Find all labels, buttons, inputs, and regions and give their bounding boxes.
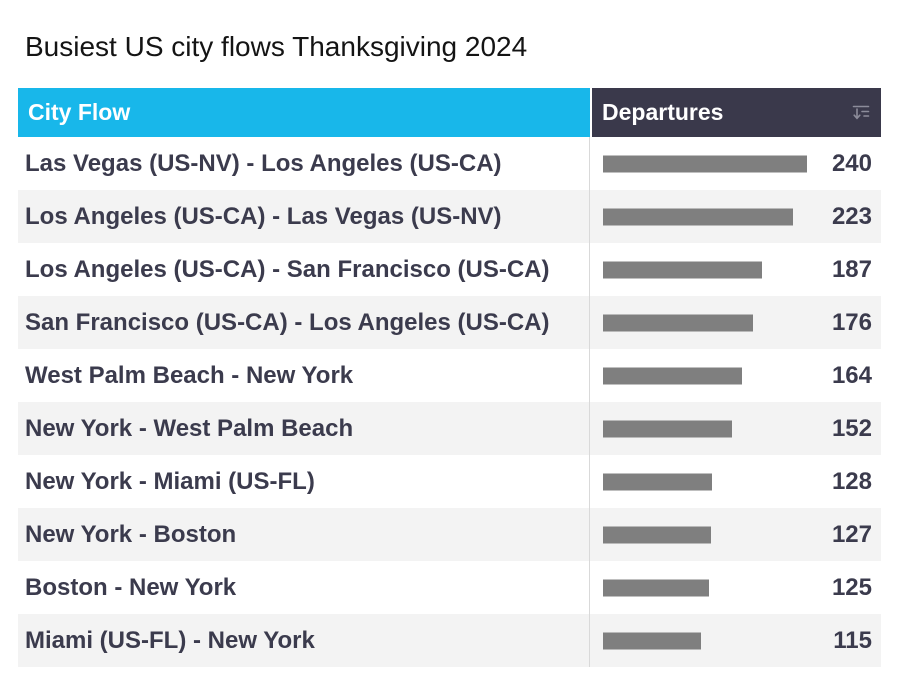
departures-cell: 115 (590, 614, 881, 667)
table-row[interactable]: Miami (US-FL) - New York 115 (18, 614, 881, 667)
city-flow-cell: New York - Miami (US-FL) (18, 455, 590, 508)
column-header-departures[interactable]: Departures (592, 88, 881, 137)
city-flow-cell: Los Angeles (US-CA) - Las Vegas (US-NV) (18, 190, 590, 243)
departures-cell: 125 (590, 561, 881, 614)
table-header-row: City Flow Departures (18, 88, 881, 137)
departures-bar (603, 579, 709, 596)
city-flow-cell: New York - West Palm Beach (18, 402, 590, 455)
city-flow-cell: New York - Boston (18, 508, 590, 561)
departures-value: 187 (831, 255, 872, 283)
sort-descending-icon[interactable] (850, 102, 872, 124)
column-header-city-flow[interactable]: City Flow (18, 88, 590, 137)
table-body: Las Vegas (US-NV) - Los Angeles (US-CA) 2… (18, 137, 881, 667)
city-flow-table: City Flow Departures Las Vegas (US-NV) -… (18, 88, 881, 667)
city-flow-cell: Boston - New York (18, 561, 590, 614)
departures-bar (603, 632, 701, 649)
table-row[interactable]: New York - Miami (US-FL) 128 (18, 455, 881, 508)
departures-cell: 187 (590, 243, 881, 296)
city-flow-cell: San Francisco (US-CA) - Los Angeles (US-… (18, 296, 590, 349)
table-row[interactable]: Las Vegas (US-NV) - Los Angeles (US-CA) 2… (18, 137, 881, 190)
departures-value: 152 (831, 414, 872, 442)
city-flow-cell: West Palm Beach - New York (18, 349, 590, 402)
table-row[interactable]: Boston - New York 125 (18, 561, 881, 614)
departures-value: 125 (831, 573, 872, 601)
city-flow-cell: Miami (US-FL) - New York (18, 614, 590, 667)
departures-cell: 240 (590, 137, 881, 190)
table-row[interactable]: West Palm Beach - New York 164 (18, 349, 881, 402)
table-row[interactable]: Los Angeles (US-CA) - Las Vegas (US-NV) 2… (18, 190, 881, 243)
city-flow-cell: Los Angeles (US-CA) - San Francisco (US-… (18, 243, 590, 296)
departures-bar (603, 208, 793, 225)
departures-bar (603, 314, 753, 331)
departures-cell: 164 (590, 349, 881, 402)
departures-cell: 152 (590, 402, 881, 455)
table-row[interactable]: New York - West Palm Beach 152 (18, 402, 881, 455)
column-header-departures-label: Departures (602, 99, 724, 125)
departures-bar (603, 261, 762, 278)
departures-cell: 176 (590, 296, 881, 349)
departures-cell: 223 (590, 190, 881, 243)
departures-bar (603, 420, 732, 437)
city-flow-cell: Las Vegas (US-NV) - Los Angeles (US-CA) (18, 137, 590, 190)
departures-value: 127 (831, 520, 872, 548)
departures-value: 223 (831, 202, 872, 230)
departures-bar (603, 367, 742, 384)
departures-bar (603, 526, 711, 543)
table-row[interactable]: San Francisco (US-CA) - Los Angeles (US-… (18, 296, 881, 349)
departures-value: 176 (831, 308, 872, 336)
departures-value: 128 (831, 467, 872, 495)
table-row[interactable]: New York - Boston 127 (18, 508, 881, 561)
table-row[interactable]: Los Angeles (US-CA) - San Francisco (US-… (18, 243, 881, 296)
departures-value: 240 (831, 149, 872, 177)
column-header-city-flow-label: City Flow (28, 99, 131, 125)
departures-cell: 127 (590, 508, 881, 561)
departures-value: 115 (833, 626, 872, 654)
departures-bar (603, 473, 712, 490)
page-title: Busiest US city flows Thanksgiving 2024 (25, 31, 528, 62)
departures-bar (603, 155, 807, 172)
departures-cell: 128 (590, 455, 881, 508)
departures-value: 164 (831, 361, 872, 389)
